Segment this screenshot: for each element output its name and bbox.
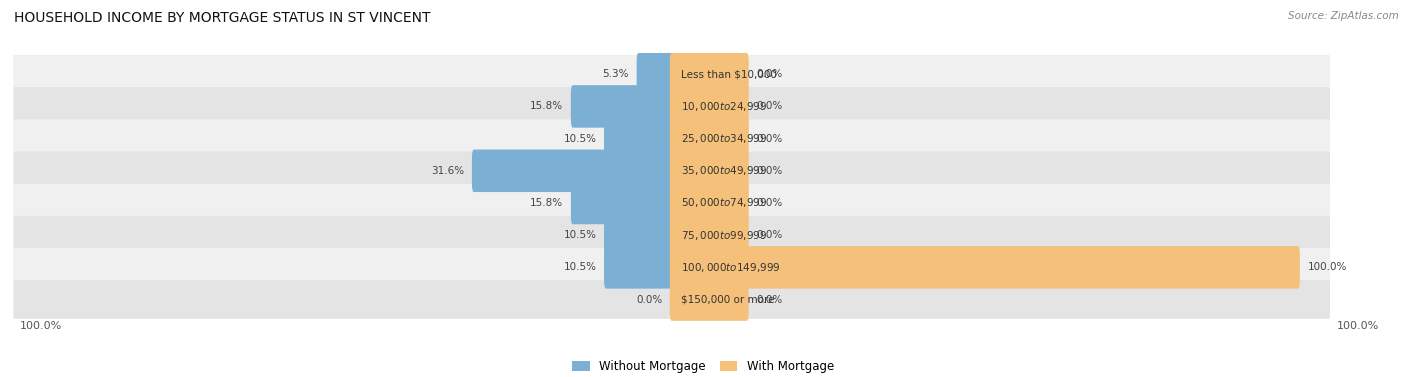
FancyBboxPatch shape — [571, 182, 673, 224]
Text: 15.8%: 15.8% — [530, 198, 564, 208]
Text: 31.6%: 31.6% — [432, 166, 464, 176]
FancyBboxPatch shape — [14, 119, 1330, 158]
FancyBboxPatch shape — [669, 182, 749, 224]
FancyBboxPatch shape — [605, 246, 673, 289]
Text: $50,000 to $74,999: $50,000 to $74,999 — [681, 196, 768, 210]
FancyBboxPatch shape — [669, 278, 749, 321]
Text: $10,000 to $24,999: $10,000 to $24,999 — [681, 100, 768, 113]
Text: HOUSEHOLD INCOME BY MORTGAGE STATUS IN ST VINCENT: HOUSEHOLD INCOME BY MORTGAGE STATUS IN S… — [14, 11, 430, 25]
Text: 10.5%: 10.5% — [564, 262, 596, 272]
Text: 0.0%: 0.0% — [756, 198, 783, 208]
FancyBboxPatch shape — [14, 55, 1330, 93]
FancyBboxPatch shape — [14, 216, 1330, 254]
Text: $75,000 to $99,999: $75,000 to $99,999 — [681, 229, 768, 242]
Text: $25,000 to $34,999: $25,000 to $34,999 — [681, 132, 768, 145]
Text: $35,000 to $49,999: $35,000 to $49,999 — [681, 164, 768, 177]
FancyBboxPatch shape — [669, 246, 1301, 289]
Text: 5.3%: 5.3% — [603, 69, 628, 79]
FancyBboxPatch shape — [14, 248, 1330, 287]
Text: $100,000 to $149,999: $100,000 to $149,999 — [681, 261, 780, 274]
FancyBboxPatch shape — [14, 152, 1330, 190]
Text: 100.0%: 100.0% — [1337, 321, 1379, 331]
FancyBboxPatch shape — [605, 214, 673, 256]
Text: 0.0%: 0.0% — [756, 294, 783, 305]
FancyBboxPatch shape — [669, 150, 749, 192]
Text: $150,000 or more: $150,000 or more — [681, 294, 775, 305]
Text: 100.0%: 100.0% — [1308, 262, 1347, 272]
FancyBboxPatch shape — [571, 85, 673, 128]
FancyBboxPatch shape — [669, 85, 749, 128]
Text: 0.0%: 0.0% — [756, 69, 783, 79]
FancyBboxPatch shape — [14, 184, 1330, 222]
Text: 0.0%: 0.0% — [756, 166, 783, 176]
FancyBboxPatch shape — [669, 53, 749, 95]
Text: 10.5%: 10.5% — [564, 230, 596, 240]
Text: 10.5%: 10.5% — [564, 133, 596, 144]
FancyBboxPatch shape — [14, 280, 1330, 319]
FancyBboxPatch shape — [14, 87, 1330, 126]
Text: 15.8%: 15.8% — [530, 101, 564, 112]
FancyBboxPatch shape — [637, 53, 673, 95]
FancyBboxPatch shape — [669, 117, 749, 160]
Text: Source: ZipAtlas.com: Source: ZipAtlas.com — [1288, 11, 1399, 21]
Text: Less than $10,000: Less than $10,000 — [681, 69, 778, 79]
Text: 0.0%: 0.0% — [756, 101, 783, 112]
Text: 0.0%: 0.0% — [756, 133, 783, 144]
Legend: Without Mortgage, With Mortgage: Without Mortgage, With Mortgage — [567, 355, 839, 377]
FancyBboxPatch shape — [605, 117, 673, 160]
Text: 0.0%: 0.0% — [756, 230, 783, 240]
Text: 0.0%: 0.0% — [636, 294, 662, 305]
FancyBboxPatch shape — [472, 150, 673, 192]
Text: 100.0%: 100.0% — [20, 321, 63, 331]
FancyBboxPatch shape — [669, 214, 749, 256]
